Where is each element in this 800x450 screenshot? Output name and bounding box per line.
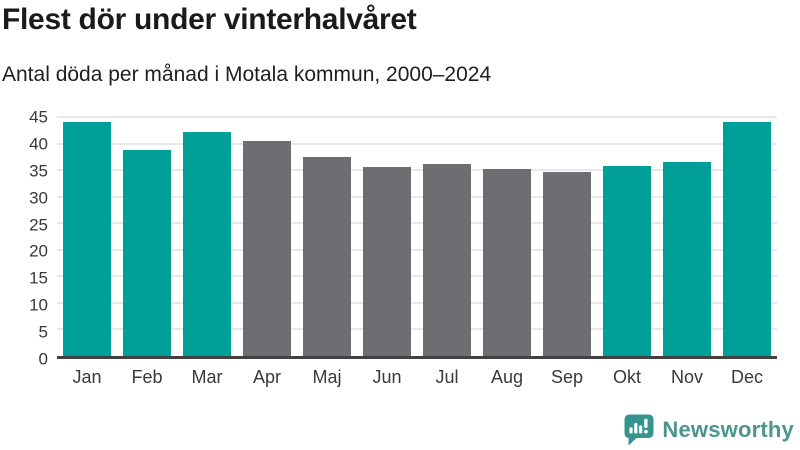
bar-jan	[63, 122, 111, 356]
y-tick-label-40: 40	[29, 134, 48, 154]
y-tick-label-10: 10	[29, 295, 48, 315]
chart-title: Flest dör under vinterhalvåret	[2, 3, 417, 36]
x-tick-label-apr: Apr	[252, 367, 281, 387]
gridline-30	[57, 195, 777, 198]
y-tick-label-35: 35	[29, 161, 48, 181]
x-tick-label-jul: Jul	[435, 367, 459, 387]
newsworthy-logo-icon	[624, 414, 654, 446]
x-tick-label-jun: Jun	[372, 367, 402, 387]
gridline-20	[57, 248, 777, 251]
bar-band-sep	[537, 117, 597, 356]
gridline-5	[57, 328, 777, 331]
gridline-40	[57, 142, 777, 145]
bar-feb	[123, 149, 171, 356]
bar-band-maj	[297, 117, 357, 356]
x-tick-label-mar: Mar	[191, 367, 223, 387]
bar-band-feb	[117, 117, 177, 356]
y-tick-label-15: 15	[29, 268, 48, 288]
bar-dec	[723, 122, 771, 356]
gridline-35	[57, 169, 777, 172]
bar-band-nov	[657, 117, 717, 356]
bar-band-jul	[417, 117, 477, 356]
bar-sep	[543, 172, 591, 356]
gridline-45	[57, 116, 777, 118]
x-tick-label-sep: Sep	[550, 367, 584, 387]
y-tick-label-30: 30	[29, 188, 48, 208]
y-tick-label-0: 0	[38, 349, 48, 369]
x-axis: Jan Feb Mar Apr Maj Jun Jul Aug Sep Okt Nov Dec	[57, 367, 777, 388]
bar-okt	[603, 166, 651, 356]
y-tick-label-25: 25	[29, 215, 48, 235]
x-tick-label-okt: Okt	[612, 367, 641, 387]
y-tick-label-5: 5	[38, 322, 48, 342]
gridline-10	[57, 301, 777, 304]
bar-jul	[423, 163, 471, 356]
bar-band-okt	[597, 117, 657, 356]
bar-band-jun	[357, 117, 417, 356]
y-tick-label-20: 20	[29, 241, 48, 261]
y-axis: 0 5 10 15 20 25 30 35 40 45	[0, 109, 48, 368]
brand-footer: Newsworthy	[624, 414, 794, 446]
bar-apr	[243, 141, 291, 356]
x-tick-label-maj: Maj	[312, 367, 342, 387]
gridline-15	[57, 275, 777, 278]
x-tick-label-aug: Aug	[490, 367, 524, 387]
gridline-25	[57, 222, 777, 225]
x-tick-label-dec: Dec	[730, 367, 763, 387]
bar-maj	[303, 157, 351, 356]
bar-band-dec	[717, 117, 777, 356]
x-tick-label-feb: Feb	[131, 367, 163, 387]
y-tick-label-45: 45	[29, 107, 48, 127]
chart-subtitle: Antal döda per månad i Motala kommun, 20…	[2, 63, 492, 86]
bar-mar	[183, 132, 231, 356]
x-tick-label-jan: Jan	[72, 367, 102, 387]
bar-band-mar	[177, 117, 237, 356]
bar-aug	[483, 168, 531, 356]
bar-band-aug	[477, 117, 537, 356]
x-tick-label-nov: Nov	[670, 367, 703, 387]
bar-nov	[663, 162, 711, 356]
bar-jun	[363, 167, 411, 356]
plot-area	[57, 116, 777, 359]
bar-band-jan	[57, 117, 117, 356]
brand-name: Newsworthy	[662, 417, 794, 442]
bar-band-apr	[237, 117, 297, 356]
